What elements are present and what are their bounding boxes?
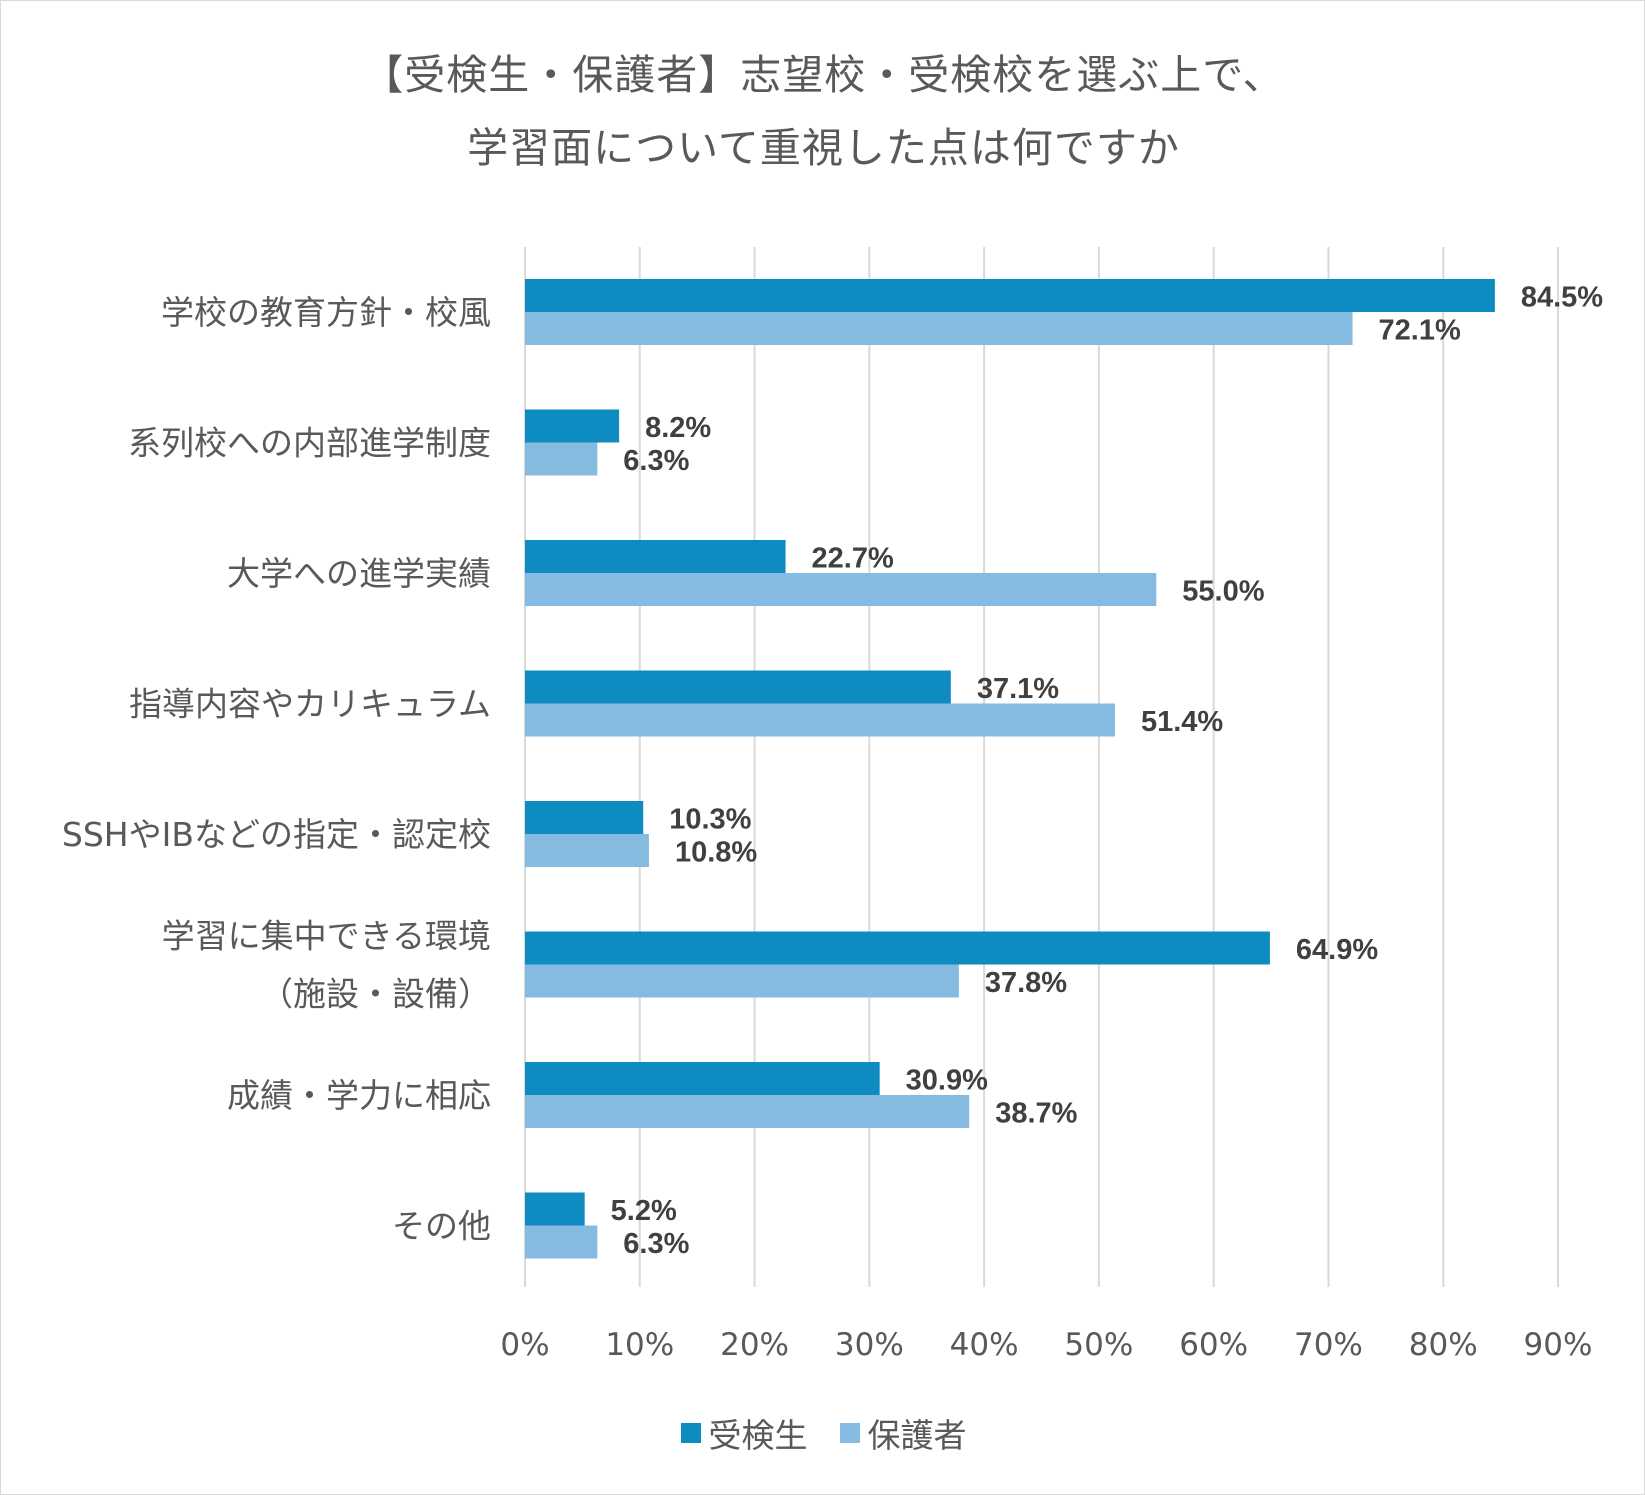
- data-label: 10.8%: [675, 837, 757, 869]
- category-label: 系列校への内部進学制度: [128, 424, 491, 463]
- data-label: 30.9%: [906, 1065, 988, 1097]
- category-label: 成績・学力に相応: [227, 1076, 491, 1115]
- x-tick-label: 70%: [1294, 1327, 1363, 1363]
- legend-item-series-2: 保護者: [839, 1409, 967, 1457]
- bar-series-2: [525, 1095, 970, 1128]
- x-tick-label: 80%: [1409, 1327, 1478, 1363]
- chart-legend: 受検生 保護者: [1, 1409, 1645, 1457]
- category-label: 学校の教育方針・校風: [161, 293, 491, 332]
- data-label: 64.9%: [1296, 934, 1378, 966]
- data-label: 5.2%: [611, 1195, 677, 1227]
- bar-chart-plot: 0% 10% 20% 30% 40% 50% 60% 70% 80% 90% 学校の教育方針・校風 8…: [62, 247, 1603, 1363]
- chart-title-line-2: 学習面について重視した点は何ですか: [467, 124, 1180, 172]
- bar-series-1: [525, 801, 644, 834]
- bar-series-1: [525, 931, 1270, 965]
- data-label: 55.0%: [1182, 576, 1264, 608]
- bar-series-1: [525, 409, 620, 443]
- data-label: 37.8%: [985, 967, 1067, 999]
- legend-label-series-1: 受検生: [708, 1416, 808, 1455]
- x-tick-label: 10%: [605, 1327, 674, 1363]
- legend-swatch-series-2: [839, 1423, 860, 1443]
- category-label: 大学への進学実績: [227, 554, 491, 593]
- bar-series-2: [525, 312, 1353, 345]
- bar-series-2: [525, 1225, 598, 1259]
- category-label: 学習に集中できる環境: [162, 917, 491, 956]
- bar-series-2: [525, 573, 1157, 606]
- chart-title-line-1: 【受検生・保護者】志望校・受検校を選ぶ上で、: [362, 51, 1285, 99]
- data-label: 8.2%: [645, 412, 711, 444]
- x-tick-label: 20%: [720, 1327, 789, 1363]
- data-label: 72.1%: [1379, 315, 1461, 347]
- data-label: 38.7%: [995, 1098, 1077, 1130]
- data-label: 6.3%: [623, 445, 689, 477]
- bar-series-2: [525, 834, 649, 867]
- data-label: 10.3%: [669, 804, 751, 836]
- x-tick-label: 40%: [950, 1327, 1019, 1363]
- category-label: 指導内容やカリキュラム: [129, 685, 491, 724]
- data-label: 22.7%: [812, 543, 894, 575]
- bar-series-1: [525, 279, 1495, 312]
- data-label: 6.3%: [623, 1228, 689, 1260]
- data-label: 51.4%: [1141, 706, 1223, 738]
- x-tick-label: 0%: [500, 1327, 549, 1363]
- data-label: 37.1%: [977, 673, 1059, 705]
- bar-series-2: [525, 703, 1115, 737]
- chart-title: 【受検生・保護者】志望校・受検校を選ぶ上で、 学習面について重視した点は何ですか: [1, 39, 1645, 185]
- bar-series-1: [525, 670, 951, 704]
- x-tick-label: 50%: [1064, 1327, 1133, 1363]
- bar-series-1: [525, 1192, 585, 1226]
- bar-series-2: [525, 442, 598, 476]
- legend-item-series-1: 受検生: [680, 1409, 808, 1457]
- bar-series-1: [525, 1062, 880, 1095]
- legend-label-series-2: 保護者: [867, 1416, 967, 1455]
- category-label: その他: [392, 1207, 491, 1246]
- category-label: SSHやIBなどの指定・認定校: [62, 815, 491, 854]
- x-tick-label: 60%: [1179, 1327, 1248, 1363]
- data-label: 84.5%: [1521, 282, 1603, 314]
- category-label: （施設・設備）: [260, 975, 491, 1014]
- legend-swatch-series-1: [680, 1423, 701, 1443]
- x-tick-label: 90%: [1524, 1327, 1593, 1363]
- x-tick-label: 30%: [835, 1327, 904, 1363]
- bar-series-2: [525, 964, 959, 998]
- bar-series-1: [525, 540, 786, 573]
